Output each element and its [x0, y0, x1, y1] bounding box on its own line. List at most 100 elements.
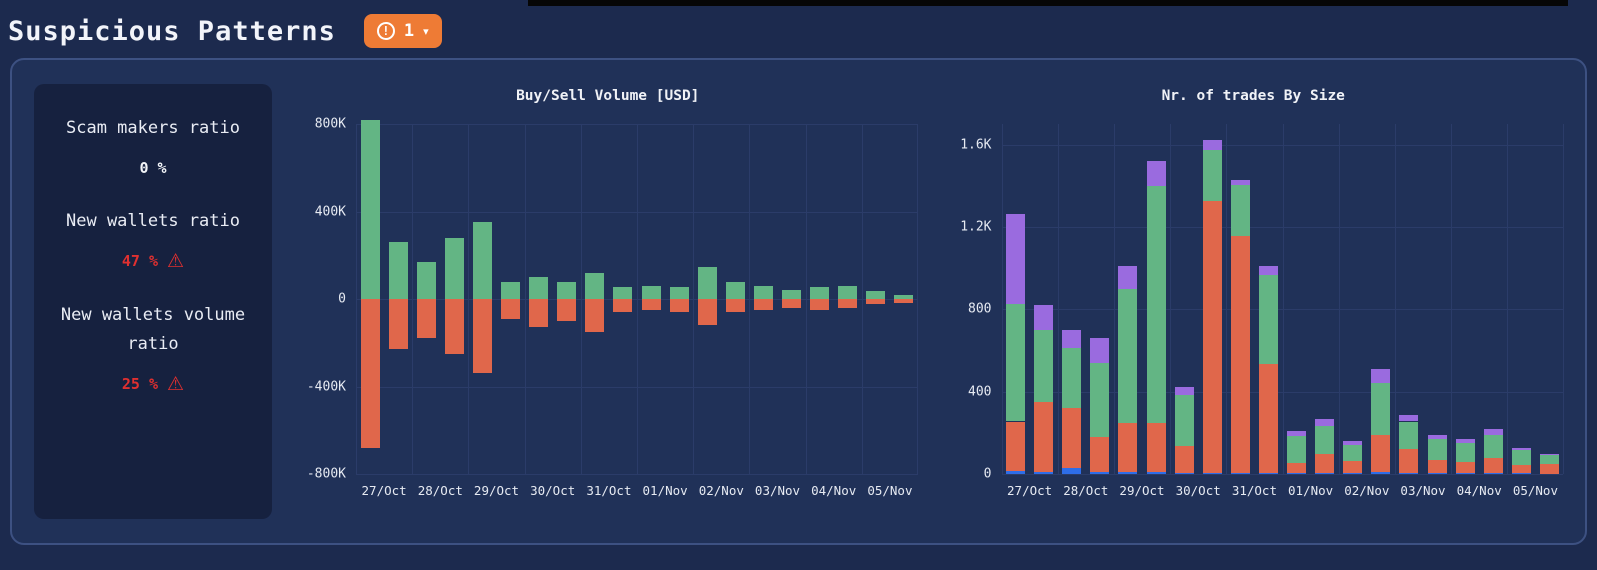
- stat-block: Scam makers ratio 0 %: [48, 114, 258, 177]
- bar-sell: [866, 299, 886, 305]
- y-tick-label: 800: [968, 301, 992, 317]
- bar-buy: [838, 285, 858, 299]
- x-tick-label: 29/Oct: [1119, 483, 1165, 498]
- stat-block: New wallets volume ratio 25 % ⚠: [48, 301, 258, 394]
- bar-segment-orange: [1118, 422, 1138, 472]
- gridline: [356, 124, 918, 125]
- bar-segment-purple: [1062, 329, 1082, 349]
- bar-segment-blue: [1090, 471, 1110, 474]
- gridline: [805, 124, 807, 474]
- bar-segment-purple: [1343, 441, 1363, 446]
- bar-buy: [472, 222, 492, 299]
- bar-sell: [557, 299, 577, 321]
- bar-segment-orange: [1090, 436, 1110, 472]
- bar-segment-purple: [1230, 179, 1250, 185]
- x-tick-label: 31/Oct: [1231, 483, 1277, 498]
- bar-buy: [360, 119, 380, 299]
- x-tick-label: 04/Nov: [1456, 483, 1502, 498]
- bar-segment-orange: [1258, 363, 1278, 473]
- bar-segment-green: [1455, 443, 1475, 462]
- gridline: [1282, 124, 1284, 474]
- bar-segment-purple: [1090, 338, 1110, 363]
- x-tick-label: 31/Oct: [586, 483, 632, 498]
- bar-sell: [613, 299, 633, 313]
- bar-segment-purple: [1287, 430, 1307, 436]
- gridline: [1170, 124, 1172, 474]
- bar-buy: [416, 261, 436, 299]
- bar-sell: [725, 299, 745, 313]
- x-tick-label: 05/Nov: [1512, 483, 1558, 498]
- bar-segment-orange: [1455, 461, 1475, 473]
- bar-segment-purple: [1399, 415, 1419, 422]
- y-axis: 800K 400K 0 -400K -800K: [298, 117, 356, 482]
- bar-segment-purple: [1511, 448, 1531, 451]
- bar-segment-green: [1315, 425, 1335, 455]
- stat-label: New wallets ratio: [66, 210, 240, 231]
- gridline: [1562, 124, 1564, 474]
- bar-segment-green: [1287, 435, 1307, 463]
- bar-sell: [782, 299, 802, 308]
- bar-buy: [810, 286, 830, 299]
- gridline: [580, 124, 582, 474]
- alert-exclamation-icon: !: [376, 22, 395, 40]
- gridline: [1001, 309, 1563, 311]
- bar-buy: [388, 242, 408, 299]
- bar-segment-orange: [1483, 457, 1503, 473]
- y-tick-label: 0: [983, 466, 992, 482]
- bar-sell: [388, 299, 408, 350]
- gridline: [468, 124, 470, 474]
- alerts-dropdown-button[interactable]: ! 1 ▾: [363, 14, 442, 48]
- x-tick-label: 27/Oct: [1007, 483, 1053, 498]
- gridline: [356, 299, 918, 300]
- stats-panel: Scam makers ratio 0 % New wallets ratio 47 …: [34, 84, 272, 519]
- x-tick-label: 01/Nov: [1288, 483, 1334, 498]
- x-axis: 27/Oct 28/Oct 29/Oct 30/Oct 31/Oct 01/Nov 02/N…: [1002, 474, 1564, 500]
- buy-sell-volume-chart: Buy/Sell Volume [USD] 800K 400K 0 -400K -800…: [298, 84, 918, 519]
- y-tick-label: 1.2K: [960, 219, 992, 235]
- bar-segment-green: [1202, 149, 1222, 202]
- bar-segment-purple: [1034, 305, 1054, 330]
- gridline: [356, 474, 918, 475]
- bar-segment-blue: [1146, 471, 1166, 474]
- bar-segment-orange: [1511, 464, 1531, 473]
- bar-segment-orange: [1034, 401, 1054, 472]
- bar-sell: [894, 299, 914, 304]
- bar-sell: [810, 299, 830, 310]
- bar-segment-blue: [1287, 472, 1307, 474]
- bar-buy: [444, 237, 464, 299]
- bar-segment-orange: [1006, 421, 1026, 471]
- gridline: [917, 124, 918, 474]
- bar-segment-blue: [1455, 472, 1475, 474]
- bar-segment-green: [1539, 455, 1559, 464]
- bar-segment-orange: [1343, 460, 1363, 473]
- bar-sell: [416, 299, 436, 339]
- x-tick-label: 28/Oct: [1063, 483, 1109, 498]
- bar-segment-orange: [1287, 462, 1307, 473]
- bar-segment-orange: [1539, 463, 1559, 474]
- bar-sell: [838, 299, 858, 308]
- top-strip: [528, 0, 1568, 6]
- bar-buy: [782, 290, 802, 299]
- gridline: [412, 124, 414, 474]
- bar-segment-green: [1230, 184, 1250, 237]
- bar-segment-purple: [1118, 266, 1138, 289]
- bar-segment-purple: [1146, 161, 1166, 186]
- gridline: [1113, 124, 1115, 474]
- chart-title: Buy/Sell Volume [USD]: [516, 88, 700, 104]
- header: Suspicious Patterns ! 1 ▾: [0, 0, 1597, 54]
- bar-segment-blue: [1230, 472, 1250, 474]
- bar-segment-blue: [1315, 472, 1335, 474]
- bar-segment-purple: [1258, 266, 1278, 276]
- bar-segment-green: [1483, 434, 1503, 458]
- bar-buy: [613, 286, 633, 299]
- bar-segment-green: [1511, 450, 1531, 465]
- bar-buy: [753, 285, 773, 299]
- bar-segment-green: [1399, 421, 1419, 450]
- bar-segment-purple: [1371, 369, 1391, 384]
- bar-segment-blue: [1118, 471, 1138, 474]
- bar-segment-green: [1118, 288, 1138, 423]
- stat-label: Scam makers ratio: [66, 118, 240, 138]
- x-tick-label: 04/Nov: [811, 483, 857, 498]
- bar-sell: [753, 299, 773, 310]
- gridline: [637, 124, 638, 474]
